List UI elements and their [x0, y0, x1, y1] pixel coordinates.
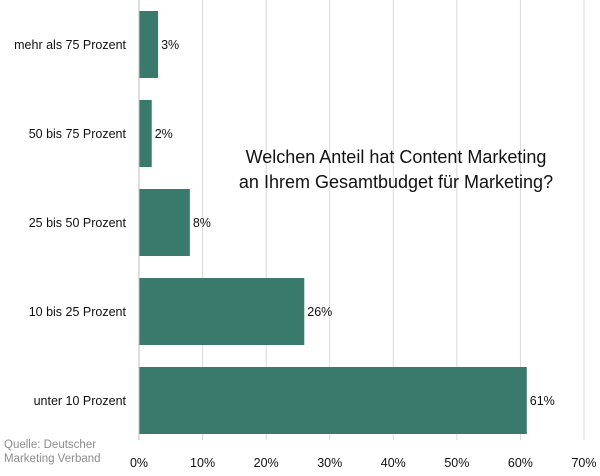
source-note-line-1: Quelle: Deutscher [4, 439, 96, 451]
x-tick-label: 0% [130, 456, 148, 470]
bar-value-label: 61% [530, 394, 555, 408]
category-label: 25 bis 50 Prozent [29, 216, 127, 230]
x-tick-label: 70% [571, 456, 596, 470]
x-tick-label: 10% [190, 456, 215, 470]
x-tick-labels: 0% 10% 20% 30% 40% 50% 60% 70% [130, 456, 597, 470]
bar [139, 100, 152, 167]
bar-value-label: 2% [155, 127, 173, 141]
bar [139, 367, 527, 434]
x-tick-label: 50% [444, 456, 469, 470]
category-label: mehr als 75 Prozent [14, 38, 126, 52]
bars [139, 11, 527, 434]
category-label: 50 bis 75 Prozent [29, 127, 127, 141]
source-note-line-2: Marketing Verband [4, 453, 101, 465]
bar-value-label: 8% [193, 216, 211, 230]
x-tick-label: 60% [508, 456, 533, 470]
chart-title-line-2: an Ihrem Gesamtbudget für Marketing? [239, 172, 553, 192]
bar [139, 189, 190, 256]
bar-value-label: 3% [161, 38, 179, 52]
data-labels: 3% 2% 8% 26% 61% [155, 38, 555, 408]
x-tick-label: 30% [317, 456, 342, 470]
category-label: unter 10 Prozent [34, 394, 127, 408]
x-tick-label: 20% [254, 456, 279, 470]
bar-value-label: 26% [307, 305, 332, 319]
grid-lines [202, 0, 585, 440]
x-tick-label: 40% [381, 456, 406, 470]
bar [139, 11, 159, 78]
category-labels: mehr als 75 Prozent 50 bis 75 Prozent 25 b… [14, 38, 126, 408]
chart-title-line-1: Welchen Anteil hat Content Marketing [246, 147, 547, 167]
category-label: 10 bis 25 Prozent [29, 305, 127, 319]
bar [139, 278, 305, 345]
